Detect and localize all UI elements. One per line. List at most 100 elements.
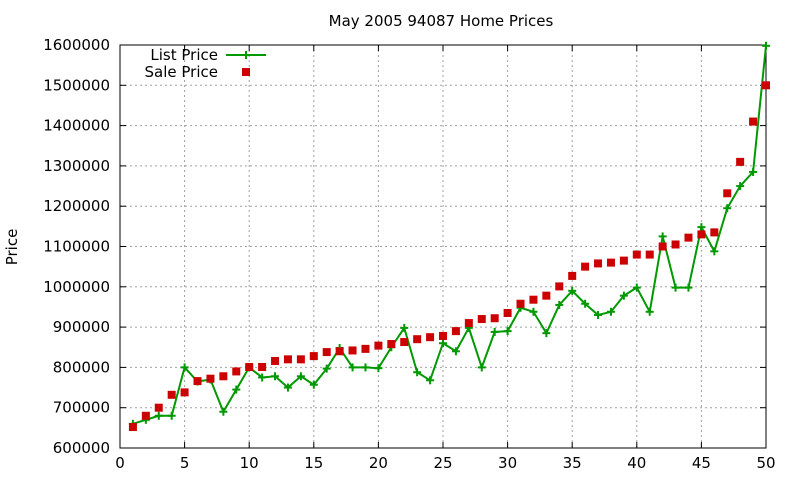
list-price-point xyxy=(762,41,770,50)
sale-price-point xyxy=(413,335,422,344)
y-tick-label: 1200000 xyxy=(43,197,110,215)
sale-price-point xyxy=(309,352,318,361)
x-tick-label: 30 xyxy=(498,454,517,472)
series xyxy=(128,41,770,432)
list-price-point xyxy=(374,364,383,373)
sale-price-point xyxy=(154,403,163,412)
legend-marker xyxy=(242,68,250,76)
list-price-point xyxy=(490,327,499,336)
chart-title: May 2005 94087 Home Prices xyxy=(329,12,554,30)
list-price-point xyxy=(606,307,615,316)
x-tick-label: 10 xyxy=(240,454,259,472)
x-tick-label: 45 xyxy=(692,454,711,472)
x-tick-label: 50 xyxy=(756,454,775,472)
x-tick-label: 20 xyxy=(369,454,388,472)
y-tick-label: 900000 xyxy=(53,318,110,336)
list-price-point xyxy=(426,376,435,385)
sale-price-point xyxy=(516,299,525,308)
x-tick-label: 15 xyxy=(304,454,323,472)
sale-price-point xyxy=(167,390,176,399)
x-tick-label: 25 xyxy=(433,454,452,472)
sale-price-point xyxy=(671,240,680,249)
y-tick-label: 1600000 xyxy=(43,36,110,54)
list-price-point xyxy=(180,363,189,372)
sale-price-point xyxy=(632,250,641,259)
sale-price-point xyxy=(503,308,512,317)
list-price-point xyxy=(400,323,409,332)
sale-price-point xyxy=(749,117,758,126)
sale-price-point xyxy=(697,230,706,239)
list-price-point xyxy=(581,299,590,308)
grid xyxy=(120,45,766,448)
list-price-point xyxy=(503,327,512,336)
sale-price-point xyxy=(400,338,409,347)
list-price-point xyxy=(258,373,267,382)
sale-price-point xyxy=(658,242,667,251)
list-price-point xyxy=(529,307,538,316)
sale-price-point xyxy=(322,348,331,357)
sale-price-point xyxy=(529,295,538,304)
list-price-point xyxy=(439,339,447,348)
list-price-point xyxy=(271,372,280,381)
list-price-point xyxy=(361,363,370,372)
y-tick-label: 600000 xyxy=(53,439,110,457)
x-tick-label: 5 xyxy=(180,454,190,472)
list-price-point xyxy=(658,232,667,241)
sale-price-point xyxy=(723,189,732,198)
x-tick-label: 0 xyxy=(115,454,125,472)
sale-price-point xyxy=(684,233,693,242)
sale-price-point xyxy=(451,327,460,336)
list-price-point xyxy=(477,363,486,372)
list-price-point xyxy=(232,385,241,394)
list-price-point xyxy=(296,372,305,381)
list-price-point xyxy=(309,380,318,389)
y-axis-label: Price xyxy=(3,229,21,266)
list-price-point xyxy=(684,283,693,292)
sale-price-point xyxy=(477,315,486,324)
list-price-point xyxy=(322,364,331,373)
list-price-point xyxy=(167,411,176,420)
y-tick-label: 800000 xyxy=(53,358,110,376)
y-tick-label: 700000 xyxy=(53,399,110,417)
sale-price-point xyxy=(439,331,447,340)
legend-marker xyxy=(242,51,250,59)
list-price-point xyxy=(697,223,706,232)
list-price-point xyxy=(594,311,603,320)
sale-price-point xyxy=(594,259,603,268)
list-price-point xyxy=(723,204,732,213)
list-price-point xyxy=(671,283,680,292)
sale-price-point xyxy=(271,356,280,365)
sale-price-point xyxy=(206,374,215,383)
sale-price-point xyxy=(335,347,344,356)
sale-price-point xyxy=(645,250,654,259)
sale-price-point xyxy=(762,81,770,90)
list-price-point xyxy=(555,300,564,309)
x-tick-label: 35 xyxy=(563,454,582,472)
sale-price-point xyxy=(283,355,292,364)
list-price-point xyxy=(283,383,292,392)
list-price-point xyxy=(736,182,745,191)
list-price-point xyxy=(348,363,357,372)
sale-price-point xyxy=(736,157,745,166)
list-price-point xyxy=(632,283,641,292)
sale-price-point xyxy=(619,256,628,265)
list-price-point xyxy=(619,291,628,300)
sale-price-point xyxy=(606,258,615,267)
list-price-point xyxy=(154,411,163,420)
y-tick-label: 1000000 xyxy=(43,278,110,296)
sale-price-point xyxy=(568,271,577,280)
sale-price-point xyxy=(232,367,241,376)
sale-price-point xyxy=(361,344,370,353)
sale-price-point xyxy=(542,291,551,300)
sale-price-point xyxy=(296,355,305,364)
list-price-point xyxy=(749,167,758,176)
sale-price-point xyxy=(128,423,137,432)
sale-price-point xyxy=(490,314,499,323)
list-price-point xyxy=(568,286,577,295)
sale-price-point xyxy=(555,282,564,291)
list-price-point xyxy=(413,368,422,377)
y-tick-label: 1400000 xyxy=(43,117,110,135)
